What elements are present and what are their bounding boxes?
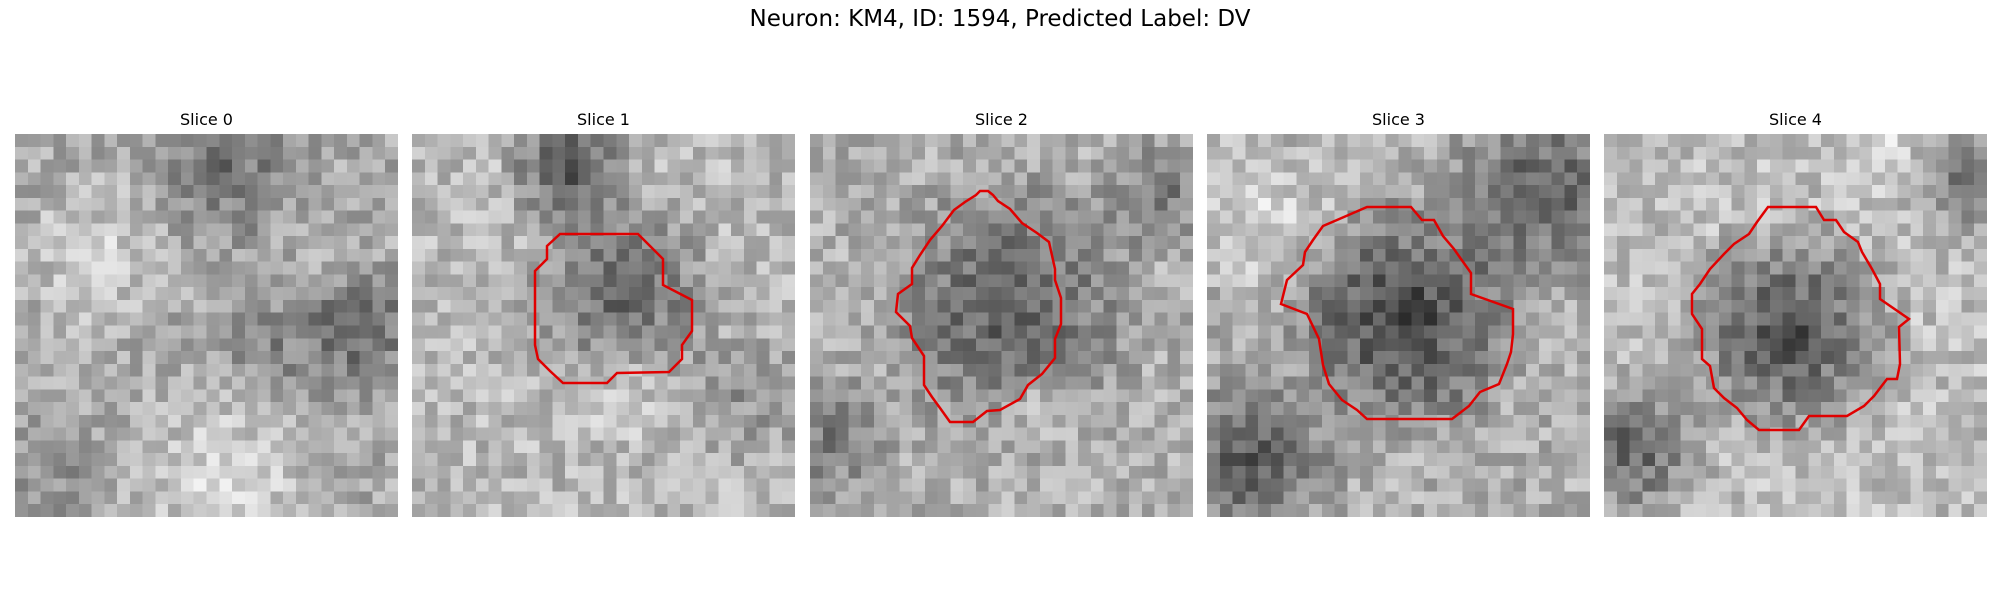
roi-contour-overlay (894, 189, 1063, 424)
grayscale-micrograph (1207, 134, 1590, 517)
grayscale-micrograph (1604, 134, 1987, 517)
figure-title: Neuron: KM4, ID: 1594, Predicted Label: … (749, 6, 1251, 32)
roi-contour-overlay (533, 232, 694, 385)
slice-image-4 (1604, 134, 1987, 517)
grayscale-micrograph (810, 134, 1193, 517)
slice-title: Slice 2 (975, 110, 1028, 129)
roi-contour-overlay (1279, 205, 1515, 421)
slice-title: Slice 4 (1769, 110, 1822, 129)
slice-title: Slice 0 (180, 110, 233, 129)
slice-image-2 (810, 134, 1193, 517)
roi-contour (1690, 205, 1912, 432)
slice-title: Slice 1 (577, 110, 630, 129)
roi-contour (894, 189, 1063, 424)
slice-image-1 (412, 134, 795, 517)
grayscale-micrograph (412, 134, 795, 517)
roi-contour (533, 232, 694, 385)
grayscale-micrograph (15, 134, 398, 517)
roi-contour-overlay (1690, 205, 1912, 432)
slice-image-3 (1207, 134, 1590, 517)
slice-title: Slice 3 (1372, 110, 1425, 129)
roi-contour-overlay (15, 134, 398, 517)
roi-contour (1279, 205, 1515, 421)
slice-image-0 (15, 134, 398, 517)
